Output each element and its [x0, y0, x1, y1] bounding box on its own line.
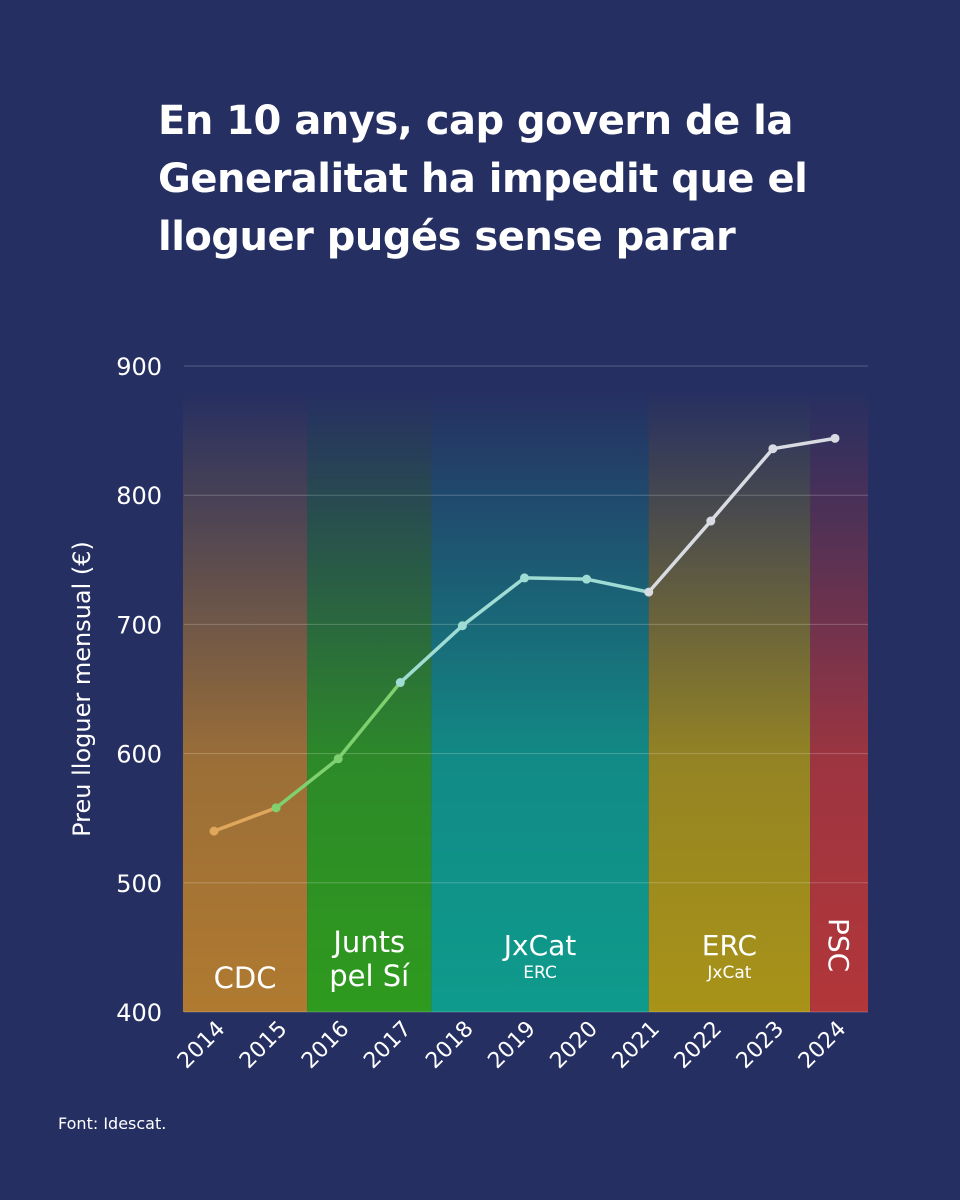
y-tick-label: 500: [116, 870, 162, 898]
x-tick-label: 2018: [421, 1017, 478, 1074]
series-segment: [646, 519, 713, 594]
x-tick-label: 2022: [670, 1017, 727, 1074]
data-point: [271, 803, 281, 813]
period-label: ERC: [702, 929, 757, 962]
source-note: Font: Idescat.: [58, 1114, 167, 1133]
chart-title: En 10 anys, cap govern de la Generalitat…: [158, 92, 858, 266]
x-tick-label: 2017: [359, 1017, 416, 1074]
period-band: [182, 390, 308, 1012]
x-tick-label: 2019: [483, 1017, 540, 1074]
data-point: [706, 516, 716, 526]
period-label: Junts: [331, 925, 405, 959]
data-point: [582, 574, 592, 584]
x-tick-label: 2021: [608, 1017, 665, 1074]
series-segment: [460, 576, 527, 628]
y-tick-label: 700: [116, 611, 162, 639]
data-point: [333, 754, 343, 764]
period-band: [648, 390, 811, 1012]
x-tick-label: 2020: [546, 1017, 603, 1074]
title-line: En 10 anys, cap govern de la: [158, 98, 793, 144]
title-line: lloguer pugés sense parar: [158, 214, 736, 260]
series-segment: [212, 806, 278, 833]
series-segment: [336, 680, 403, 761]
data-point: [830, 433, 840, 443]
y-tick-label: 800: [116, 482, 162, 510]
data-point: [209, 826, 219, 836]
series-segment: [709, 446, 775, 523]
period-band: [810, 390, 868, 1012]
x-tick-label: 2015: [235, 1017, 292, 1074]
x-tick-label: 2014: [173, 1017, 230, 1074]
data-point: [768, 444, 778, 454]
x-tick-label: 2016: [297, 1017, 354, 1074]
series-segment: [274, 757, 340, 810]
y-tick-label: 900: [116, 353, 162, 381]
period-coalition-label: JxCat: [706, 963, 751, 983]
period-label: JxCat: [502, 929, 577, 962]
data-point: [520, 573, 529, 583]
y-axis-label: Preu lloguer mensual (€): [68, 541, 96, 837]
series-segment: [398, 623, 465, 685]
title-line: Generalitat ha impedit que el: [158, 156, 808, 202]
period-label: PSC: [822, 918, 855, 972]
x-tick-label: 2024: [794, 1017, 851, 1074]
series-segment: [771, 436, 837, 451]
period-label: pel Sí: [329, 959, 410, 993]
x-tick-label: 2023: [732, 1017, 789, 1074]
data-point: [457, 621, 467, 631]
data-point: [644, 587, 654, 597]
y-tick-label: 600: [116, 741, 162, 769]
y-tick-label: 400: [116, 999, 162, 1027]
series-segment: [522, 576, 589, 581]
period-label: CDC: [214, 961, 277, 995]
data-point: [395, 678, 405, 688]
series-segment: [584, 577, 651, 594]
period-band: [307, 390, 432, 1012]
period-band: [431, 390, 649, 1012]
period-coalition-label: ERC: [523, 963, 557, 983]
